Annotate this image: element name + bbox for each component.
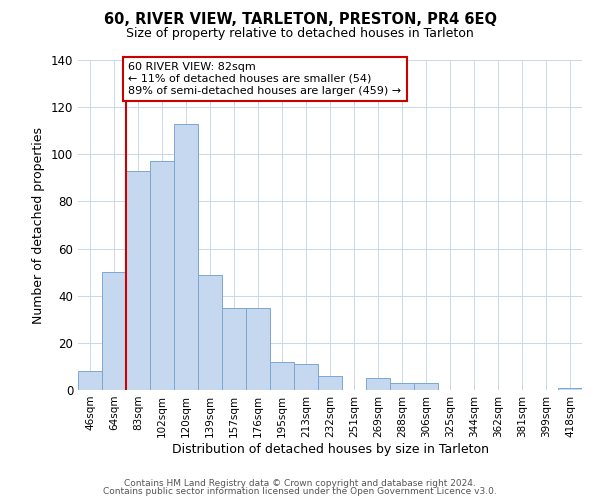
- Text: Contains public sector information licensed under the Open Government Licence v3: Contains public sector information licen…: [103, 487, 497, 496]
- Bar: [318, 376, 342, 390]
- Bar: [366, 378, 390, 390]
- Text: 60, RIVER VIEW, TARLETON, PRESTON, PR4 6EQ: 60, RIVER VIEW, TARLETON, PRESTON, PR4 6…: [104, 12, 497, 28]
- Bar: [198, 274, 222, 390]
- Text: Size of property relative to detached houses in Tarleton: Size of property relative to detached ho…: [126, 28, 474, 40]
- Bar: [246, 308, 270, 390]
- Bar: [390, 383, 414, 390]
- Bar: [270, 362, 294, 390]
- X-axis label: Distribution of detached houses by size in Tarleton: Distribution of detached houses by size …: [172, 442, 488, 456]
- Bar: [558, 388, 582, 390]
- Text: 60 RIVER VIEW: 82sqm
← 11% of detached houses are smaller (54)
89% of semi-detac: 60 RIVER VIEW: 82sqm ← 11% of detached h…: [128, 62, 401, 96]
- Bar: [78, 371, 102, 390]
- Bar: [294, 364, 318, 390]
- Bar: [414, 383, 438, 390]
- Y-axis label: Number of detached properties: Number of detached properties: [32, 126, 45, 324]
- Bar: [150, 162, 174, 390]
- Bar: [102, 272, 126, 390]
- Bar: [222, 308, 246, 390]
- Bar: [174, 124, 198, 390]
- Text: Contains HM Land Registry data © Crown copyright and database right 2024.: Contains HM Land Registry data © Crown c…: [124, 478, 476, 488]
- Bar: [126, 171, 150, 390]
